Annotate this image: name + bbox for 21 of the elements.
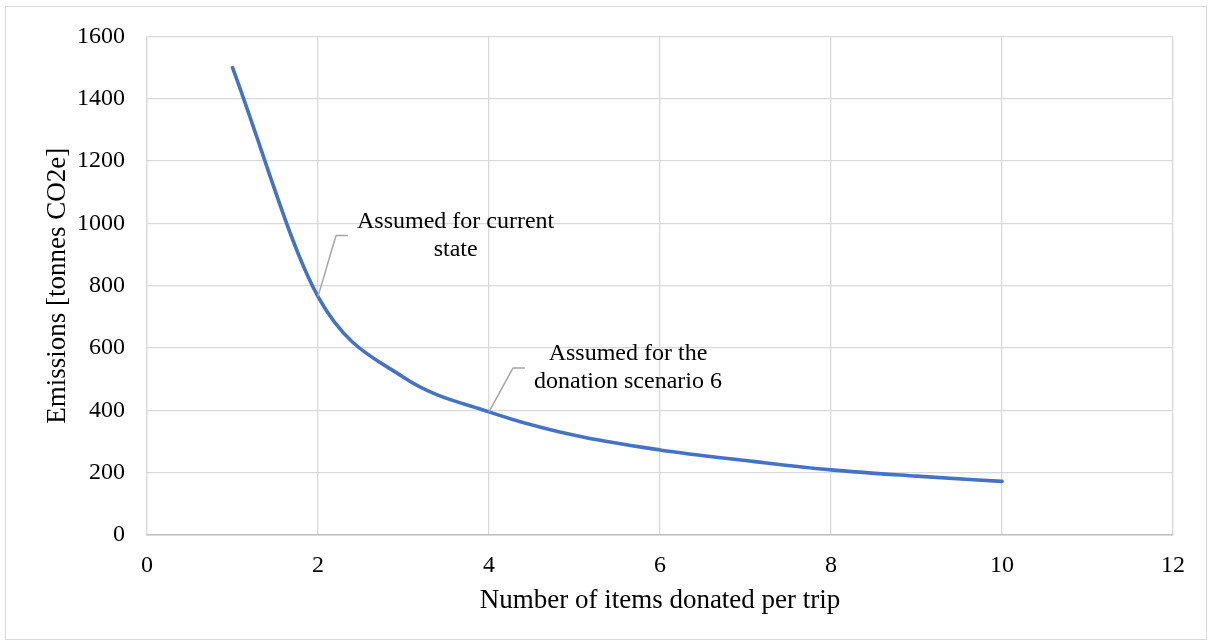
y-tick-label: 800 <box>89 271 125 297</box>
y-axis-title: Emissions [tonnes CO2e] <box>41 147 72 424</box>
x-tick-label: 8 <box>825 550 837 577</box>
annotation: Assumed for the donation scenario 6 <box>534 339 722 394</box>
y-tick-label: 400 <box>89 395 125 422</box>
x-tick-label: 6 <box>654 550 666 577</box>
y-tick-label: 200 <box>89 457 125 484</box>
y-tick-label: 1600 <box>77 21 125 48</box>
x-tick-label: 4 <box>483 550 495 577</box>
x-tick-label: 0 <box>141 550 153 577</box>
x-tick-label: 2 <box>312 550 324 577</box>
y-tick-label: 0 <box>113 520 125 547</box>
y-tick-label: 600 <box>89 333 125 360</box>
annotation: Assumed for current state <box>357 206 555 261</box>
line-series <box>230 65 1004 484</box>
y-tick-label: 1000 <box>77 208 125 235</box>
x-axis-title: Number of items donated per trip <box>479 583 841 614</box>
y-tick-label: 1200 <box>77 146 125 173</box>
y-tick-label: 1400 <box>77 84 125 111</box>
x-tick-label: 12 <box>1161 550 1185 577</box>
x-tick-label: 10 <box>990 550 1014 577</box>
